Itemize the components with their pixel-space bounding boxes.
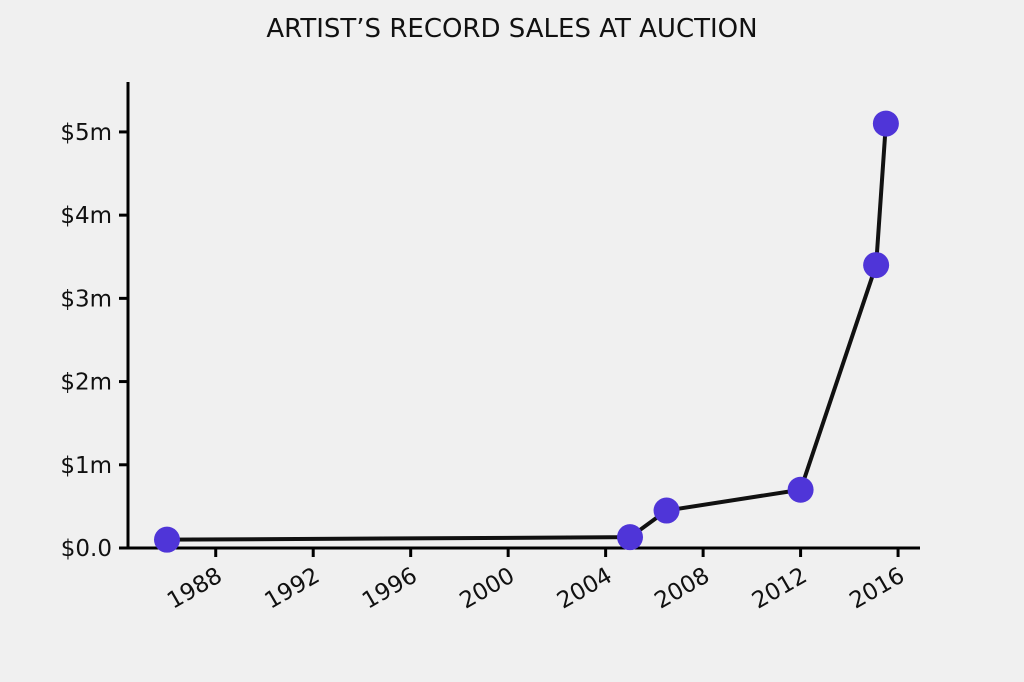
y-tick-label: $2m xyxy=(60,370,112,396)
data-line xyxy=(164,121,888,542)
data-point xyxy=(787,476,814,503)
x-tick-label: 2012 xyxy=(748,563,812,615)
data-point xyxy=(863,252,890,279)
plot-area: $0.0 $1m $2m $3m $4m $5m 1988 1992 1996 2000 2004 2… xyxy=(60,82,920,614)
x-tick-label: 1988 xyxy=(163,563,227,615)
data-point xyxy=(617,524,644,551)
data-point xyxy=(153,526,180,553)
x-tick-label: 2016 xyxy=(845,563,909,615)
y-tick-label: $0.0 xyxy=(61,536,112,562)
x-tick-label: 1996 xyxy=(358,563,422,615)
data-point xyxy=(653,497,680,524)
chart-title: ARTIST’S RECORD SALES AT AUCTION xyxy=(266,14,757,44)
x-tick-label: 2008 xyxy=(650,563,714,615)
y-tick-label: $5m xyxy=(60,120,112,146)
x-tick-label: 1992 xyxy=(261,563,325,615)
y-tick-label: $1m xyxy=(60,453,112,479)
y-tick-label: $3m xyxy=(60,286,112,312)
x-tick-label: 2000 xyxy=(455,563,519,615)
x-tick-label: 2004 xyxy=(553,563,617,615)
y-tick-label: $4m xyxy=(60,203,112,229)
data-point xyxy=(872,110,899,137)
